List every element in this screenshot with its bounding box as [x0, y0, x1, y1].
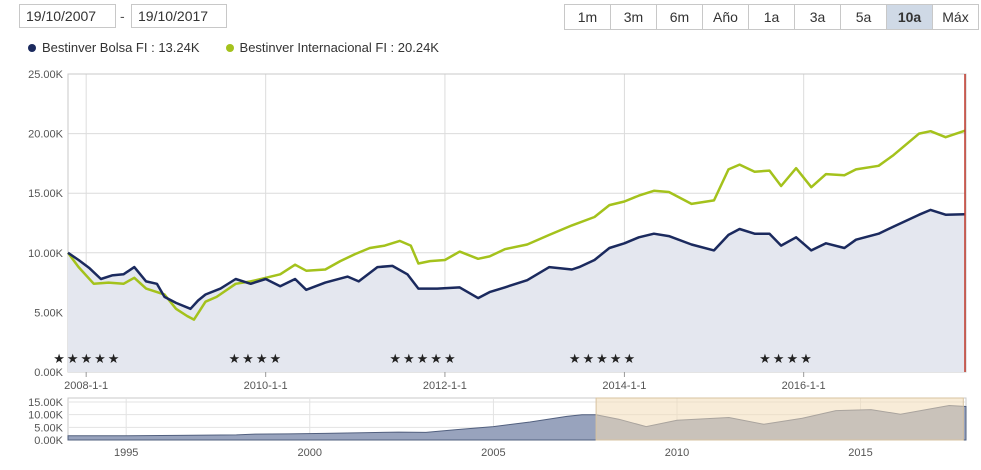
bolsa-area	[68, 209, 965, 372]
navigator-x-tick-label: 2010	[665, 447, 689, 459]
rating-star-group: ★★★★★	[53, 352, 121, 367]
legend-item-internacional[interactable]: Bestinver Internacional FI : 20.24K	[225, 40, 439, 55]
main-y-tick-label: 15.00K	[28, 188, 64, 200]
main-x-tick-label: 2008-1-1	[64, 380, 108, 392]
legend-label-internacional: Bestinver Internacional FI : 20.24K	[239, 40, 439, 55]
range-selector: 1m 3m 6m Año 1a 3a 5a 10a Máx	[564, 4, 979, 30]
legend-dot-bolsa	[28, 43, 36, 52]
main-x-tick-label: 2014-1-1	[602, 380, 646, 392]
main-y-tick-label: 10.00K	[28, 248, 64, 260]
main-y-axis: 0.00K 5.00K 10.00K 15.00K 20.00K 25.00K	[28, 69, 64, 379]
legend-dot-internacional	[225, 43, 234, 52]
navigator-x-tick-label: 2015	[848, 447, 872, 459]
main-x-axis: 2008-1-1 2010-1-1 2012-1-1 2014-1-1 2016-1-1	[64, 372, 826, 392]
rating-star-group: ★★★★★	[569, 352, 637, 367]
series-line-bolsa[interactable]	[67, 208, 966, 311]
range-button-max[interactable]: Máx	[933, 5, 978, 29]
rating-star-group: ★★★★	[759, 352, 814, 367]
date-from-input[interactable]	[19, 4, 116, 28]
rating-star-group: ★★★★	[229, 352, 284, 367]
main-x-tick-label: 2016-1-1	[782, 380, 826, 392]
date-range-separator: -	[120, 8, 125, 24]
range-button-3m[interactable]: 3m	[611, 5, 657, 29]
date-to-input[interactable]	[131, 4, 227, 28]
main-y-tick-label: 0.00K	[34, 367, 63, 379]
main-y-tick-label: 5.00K	[34, 307, 63, 319]
range-button-ytd[interactable]: Año	[703, 5, 749, 29]
legend-item-bolsa[interactable]: Bestinver Bolsa FI : 13.24K	[28, 40, 200, 55]
navigator-x-tick-label: 2005	[481, 447, 505, 459]
range-button-1y[interactable]: 1a	[749, 5, 795, 29]
range-button-1m[interactable]: 1m	[565, 5, 611, 29]
navigator-y-tick-label: 0.00K	[34, 435, 63, 447]
rating-star-group: ★★★★★	[389, 352, 457, 367]
rating-stars: ★★★★★ ★★★★ ★★★★★ ★★★★★ ★★★★	[53, 352, 814, 367]
navigator-y-tick-label: 10.00K	[28, 410, 64, 422]
range-button-6m[interactable]: 6m	[657, 5, 703, 29]
navigator-x-axis: 1995 2000 2005 2010 2015	[114, 447, 873, 459]
navigator-x-tick-label: 2000	[298, 447, 322, 459]
navigator-y-tick-label: 5.00K	[34, 422, 63, 434]
main-y-tick-label: 20.00K	[28, 129, 64, 141]
main-x-tick-label: 2012-1-1	[423, 380, 467, 392]
main-x-tick-label: 2010-1-1	[244, 380, 288, 392]
range-button-5y[interactable]: 5a	[841, 5, 887, 29]
range-button-10y[interactable]: 10a	[887, 5, 933, 29]
legend-label-bolsa: Bestinver Bolsa FI : 13.24K	[42, 40, 200, 55]
range-button-3y[interactable]: 3a	[795, 5, 841, 29]
navigator-selection[interactable]	[595, 397, 964, 441]
series-line-internacional[interactable]	[66, 129, 966, 321]
chart-legend: Bestinver Bolsa FI : 13.24K Bestinver In…	[28, 40, 439, 55]
navigator-x-tick-label: 1995	[114, 447, 138, 459]
main-y-tick-label: 25.00K	[28, 69, 64, 81]
navigator-y-tick-label: 15.00K	[28, 397, 64, 409]
